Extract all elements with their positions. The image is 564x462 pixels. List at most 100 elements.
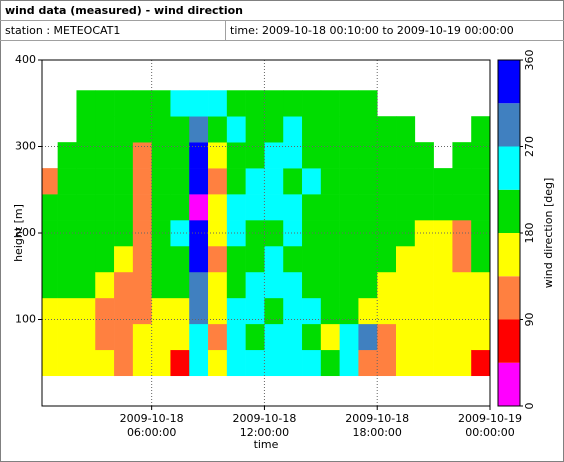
cell: [170, 220, 190, 247]
cell: [414, 349, 434, 377]
cell: [189, 271, 209, 299]
cell: [264, 142, 284, 169]
cell: [57, 245, 77, 273]
cell: [302, 297, 322, 325]
cell: [76, 245, 96, 273]
cell: [245, 245, 265, 273]
cell: [471, 116, 491, 143]
cell: [433, 297, 453, 325]
cell: [132, 142, 152, 169]
cell: [264, 349, 284, 377]
cell: [302, 220, 322, 247]
y-tick-label: 100: [15, 313, 36, 326]
cell: [226, 90, 246, 117]
cell: [76, 90, 96, 117]
cell: [226, 168, 246, 195]
cell: [414, 297, 434, 325]
cell: [396, 194, 416, 221]
cell: [302, 349, 322, 377]
cell: [151, 349, 171, 377]
cell: [302, 245, 322, 273]
cell: [358, 142, 378, 169]
cell: [452, 168, 472, 195]
cell: [95, 220, 115, 247]
cell: [114, 168, 134, 195]
cell: [189, 194, 209, 221]
cell: [433, 220, 453, 247]
cell: [95, 297, 115, 325]
cell: [114, 142, 134, 169]
cell: [264, 168, 284, 195]
cell: [283, 168, 303, 195]
cell: [452, 220, 472, 247]
x-tick-label: 2009-10-18 06:00:00: [120, 412, 184, 439]
cell: [377, 349, 397, 377]
cell: [302, 323, 322, 351]
cell: [76, 349, 96, 377]
colorbar-tick-label: 180: [523, 223, 536, 244]
cell: [226, 245, 246, 273]
x-tick-label: 2009-10-19 00:00:00: [458, 412, 522, 439]
plot-border: [41, 59, 491, 407]
cell: [302, 90, 322, 117]
cell: [226, 297, 246, 325]
cell: [151, 297, 171, 325]
cell: [226, 220, 246, 247]
cell: [208, 194, 228, 221]
cell: [320, 116, 340, 143]
cell: [132, 194, 152, 221]
y-axis-label: height [m]: [12, 204, 25, 262]
cell: [264, 90, 284, 117]
cell: [170, 349, 190, 377]
cell: [208, 271, 228, 299]
cell: [264, 323, 284, 351]
cell: [95, 116, 115, 143]
cell: [414, 168, 434, 195]
cell: [226, 271, 246, 299]
cell: [170, 194, 190, 221]
cell: [358, 220, 378, 247]
cell: [208, 142, 228, 169]
cell: [264, 271, 284, 299]
cell: [114, 271, 134, 299]
cell: [283, 323, 303, 351]
cell: [189, 297, 209, 325]
cell: [339, 349, 359, 377]
cell: [189, 168, 209, 195]
cell: [433, 245, 453, 273]
cell: [471, 142, 491, 169]
cell: [264, 245, 284, 273]
cell: [339, 194, 359, 221]
cell: [414, 245, 434, 273]
cell: [283, 194, 303, 221]
y-tick-label: 200: [15, 226, 36, 239]
cell: [170, 271, 190, 299]
cell: [114, 245, 134, 273]
cell: [245, 271, 265, 299]
cell: [358, 245, 378, 273]
cell: [114, 194, 134, 221]
cell: [433, 323, 453, 351]
cell: [132, 245, 152, 273]
cell: [151, 220, 171, 247]
colorbar-tick-label: 0: [523, 403, 536, 410]
cell: [452, 323, 472, 351]
cell: [377, 142, 397, 169]
cell: [151, 116, 171, 143]
cell: [151, 245, 171, 273]
x-tick-label: 2009-10-18 12:00:00: [232, 412, 296, 439]
cell: [339, 245, 359, 273]
cell: [414, 142, 434, 169]
colorbar-swatch: [498, 60, 520, 104]
cell: [377, 168, 397, 195]
cell: [433, 349, 453, 377]
y-tick-label: 400: [15, 53, 36, 66]
cell: [377, 323, 397, 351]
cell: [208, 323, 228, 351]
cell: [377, 271, 397, 299]
cell: [377, 245, 397, 273]
cell: [377, 220, 397, 247]
cell: [57, 220, 77, 247]
cell: [95, 194, 115, 221]
cell: [396, 142, 416, 169]
